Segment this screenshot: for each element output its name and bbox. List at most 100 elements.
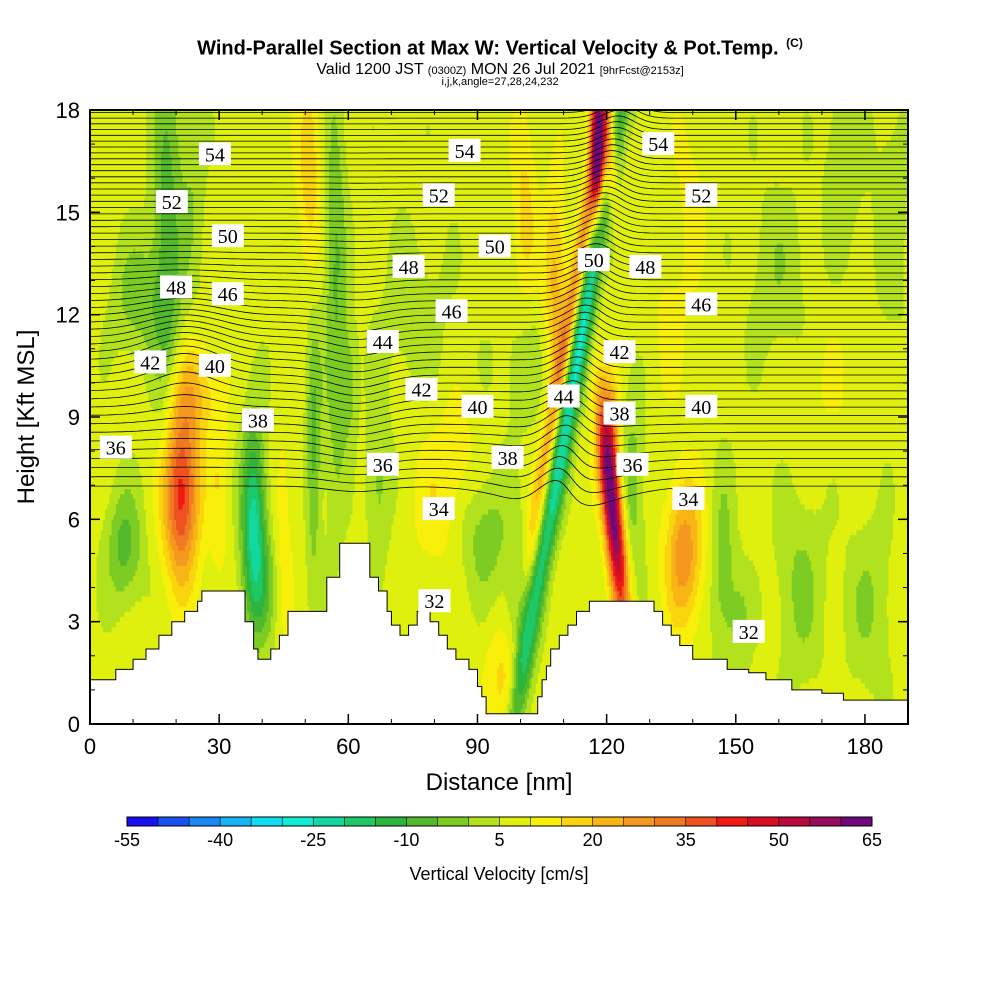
velocity-cell xyxy=(533,642,537,653)
velocity-cell xyxy=(126,611,130,724)
velocity-cell xyxy=(309,110,313,229)
velocity-cell xyxy=(163,555,166,587)
velocity-cell xyxy=(679,585,683,607)
velocity-cell xyxy=(565,376,569,382)
velocity-cell xyxy=(214,473,218,490)
velocity-cell xyxy=(434,498,438,556)
velocity-cell xyxy=(733,463,737,592)
velocity-cell xyxy=(610,447,614,459)
velocity-cell xyxy=(776,463,780,577)
velocity-cell xyxy=(195,570,199,612)
velocity-cell xyxy=(690,611,694,648)
velocity-cell xyxy=(694,519,698,566)
velocity-cell xyxy=(242,463,246,577)
velocity-cell xyxy=(471,110,474,500)
velocity-cell xyxy=(522,171,526,254)
velocity-cell xyxy=(544,575,547,592)
contour-label-text: 50 xyxy=(485,236,505,258)
velocity-cell xyxy=(552,468,556,484)
velocity-cell xyxy=(477,370,481,490)
velocity-cell xyxy=(630,432,634,520)
velocity-cell xyxy=(542,514,545,520)
velocity-cell xyxy=(432,391,436,433)
velocity-cell xyxy=(169,330,173,356)
velocity-cell xyxy=(864,637,868,689)
velocity-cell xyxy=(460,248,463,264)
velocity-cell xyxy=(307,222,311,270)
velocity-cell xyxy=(182,447,186,484)
theta-contour xyxy=(90,115,908,130)
velocity-cell xyxy=(606,524,610,536)
velocity-cell xyxy=(165,391,169,413)
velocity-cell xyxy=(247,590,250,612)
velocity-cell xyxy=(600,376,603,392)
velocity-cell xyxy=(610,161,614,193)
velocity-cell xyxy=(557,427,560,433)
velocity-cell xyxy=(511,688,515,724)
velocity-cell xyxy=(828,539,832,699)
velocity-cell xyxy=(395,457,399,500)
velocity-cell xyxy=(313,304,317,341)
velocity-cell xyxy=(563,534,567,724)
velocity-cell xyxy=(576,268,580,285)
velocity-cell xyxy=(755,110,758,121)
velocity-cell xyxy=(249,432,253,454)
velocity-cell xyxy=(869,631,872,694)
velocity-cell xyxy=(300,181,304,244)
velocity-cell xyxy=(600,110,603,116)
velocity-cell xyxy=(585,401,588,724)
velocity-cell xyxy=(169,432,173,454)
velocity-cell xyxy=(537,493,541,510)
velocity-cell xyxy=(126,452,130,490)
velocity-cell xyxy=(737,529,741,592)
velocity-cell xyxy=(189,186,192,259)
velocity-cell xyxy=(148,565,151,597)
velocity-cell xyxy=(602,503,606,515)
velocity-cell xyxy=(793,555,797,623)
velocity-cell xyxy=(128,319,132,351)
velocity-cell xyxy=(600,115,603,157)
velocity-cell xyxy=(580,278,584,285)
velocity-cell xyxy=(126,258,130,321)
velocity-cell xyxy=(671,590,674,623)
velocity-cell xyxy=(537,544,541,556)
colorbar: -55 -40 -25 -10 5 20 35 50 65 xyxy=(114,816,882,850)
velocity-cell xyxy=(328,422,332,623)
velocity-cell xyxy=(113,478,117,515)
velocity-cell xyxy=(856,529,860,587)
velocity-cell xyxy=(595,330,599,351)
velocity-cell xyxy=(585,110,588,162)
valid-date: MON 26 Jul 2021 xyxy=(470,61,596,78)
velocity-cell xyxy=(163,396,166,423)
colorbar-swatch xyxy=(716,817,749,826)
theta-contour xyxy=(90,388,908,420)
velocity-cell xyxy=(699,503,702,571)
velocity-cell xyxy=(701,110,705,193)
velocity-cell xyxy=(255,437,259,459)
velocity-cell xyxy=(602,181,606,188)
velocity-cell xyxy=(244,110,248,392)
velocity-cell xyxy=(488,340,491,387)
velocity-cell xyxy=(604,427,608,438)
velocity-cell xyxy=(608,186,612,203)
velocity-cell xyxy=(503,437,507,597)
velocity-cell xyxy=(610,217,614,264)
velocity-cell xyxy=(117,463,121,500)
velocity-cell xyxy=(606,191,610,203)
velocity-cell xyxy=(854,534,857,679)
velocity-cell xyxy=(518,652,522,694)
theta-contour xyxy=(90,397,908,428)
velocity-cell xyxy=(789,186,793,336)
velocity-cell xyxy=(240,493,244,530)
velocity-cell xyxy=(587,140,591,167)
velocity-cell xyxy=(890,539,894,674)
velocity-cell xyxy=(186,386,190,423)
velocity-cell xyxy=(595,181,599,188)
velocity-cell xyxy=(811,621,814,679)
velocity-cell xyxy=(182,534,186,551)
velocity-cell xyxy=(593,202,597,208)
velocity-cell xyxy=(548,110,552,167)
velocity-cell xyxy=(858,631,862,679)
velocity-cell xyxy=(128,253,132,321)
velocity-cell xyxy=(350,417,354,515)
